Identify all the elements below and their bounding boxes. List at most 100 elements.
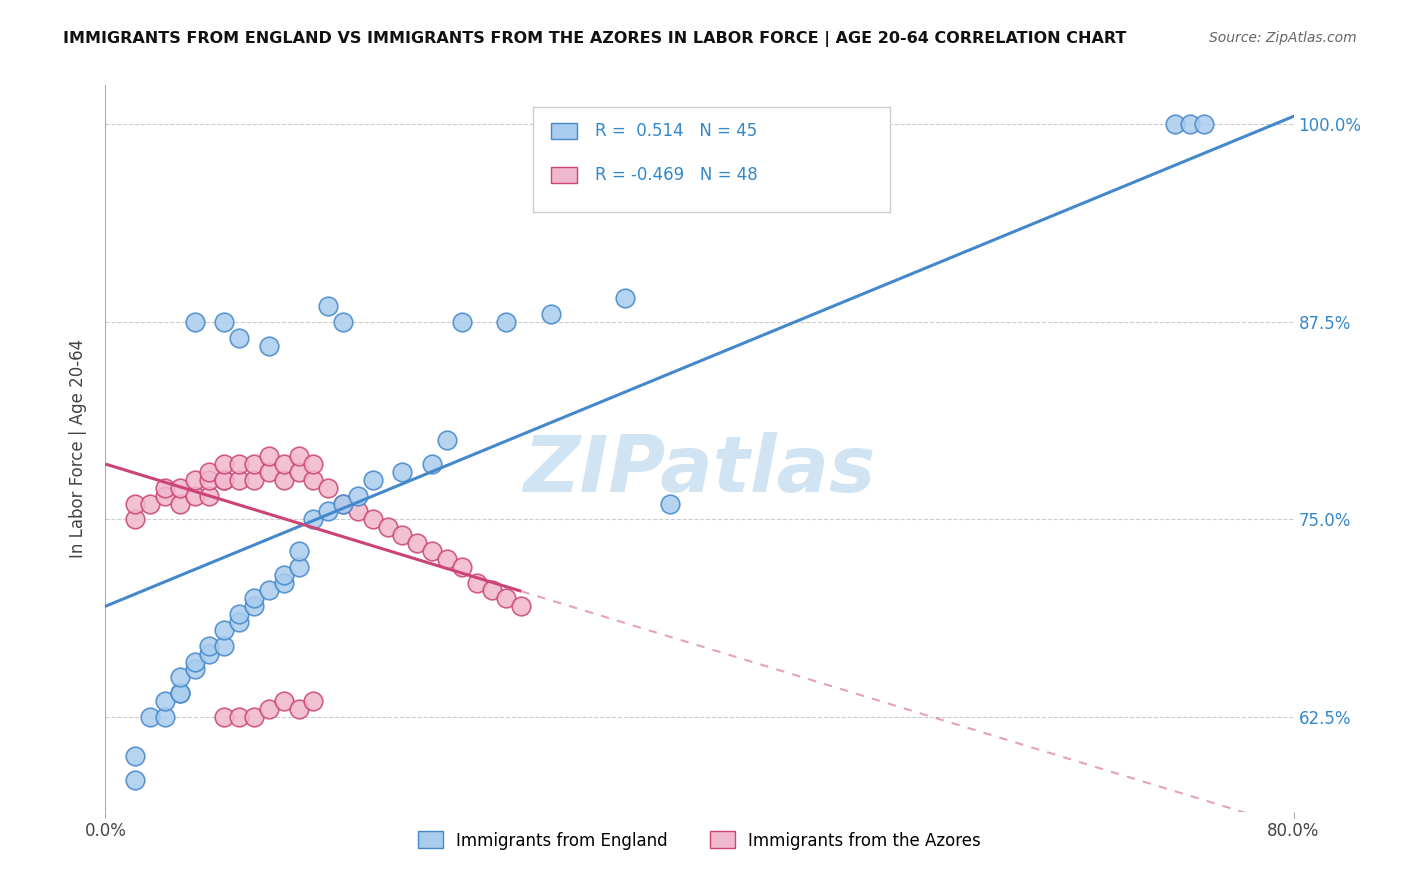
Point <box>124 773 146 788</box>
Point <box>153 710 176 724</box>
Point <box>183 655 205 669</box>
Point <box>124 512 146 526</box>
Text: IMMIGRANTS FROM ENGLAND VS IMMIGRANTS FROM THE AZORES IN LABOR FORCE | AGE 20-64: IMMIGRANTS FROM ENGLAND VS IMMIGRANTS FR… <box>63 31 1126 47</box>
Point <box>198 473 221 487</box>
Point <box>287 449 309 463</box>
Point <box>153 489 176 503</box>
Point <box>198 639 221 653</box>
Point <box>302 694 325 708</box>
Point <box>1164 117 1187 131</box>
Point <box>302 457 325 471</box>
Point <box>347 504 370 518</box>
Bar <box>533 106 890 212</box>
Point <box>332 497 354 511</box>
Point <box>228 473 250 487</box>
Point <box>495 591 517 606</box>
Point <box>391 528 413 542</box>
Point <box>658 497 681 511</box>
Point <box>316 504 339 518</box>
Point <box>214 473 236 487</box>
Point <box>481 583 503 598</box>
Point <box>273 457 295 471</box>
Legend: Immigrants from England, Immigrants from the Azores: Immigrants from England, Immigrants from… <box>409 823 990 858</box>
Point <box>257 702 280 716</box>
Point <box>198 647 221 661</box>
Point <box>302 512 325 526</box>
Point <box>361 473 384 487</box>
Point <box>273 575 295 590</box>
Point <box>420 544 443 558</box>
Point <box>214 623 236 637</box>
Point <box>214 639 236 653</box>
Point <box>183 489 205 503</box>
Point <box>257 465 280 479</box>
Text: ZIPatlas: ZIPatlas <box>523 432 876 508</box>
Point <box>302 473 325 487</box>
Point <box>214 473 236 487</box>
Point <box>406 536 429 550</box>
Bar <box>551 123 576 139</box>
Point <box>169 497 191 511</box>
Point <box>436 434 458 448</box>
Point <box>124 497 146 511</box>
Point <box>169 686 191 700</box>
Point <box>316 481 339 495</box>
Y-axis label: In Labor Force | Age 20-64: In Labor Force | Age 20-64 <box>69 339 87 558</box>
Bar <box>551 167 576 183</box>
Point <box>183 663 205 677</box>
Point <box>228 330 250 344</box>
Point <box>347 489 370 503</box>
Point <box>228 615 250 629</box>
Point <box>450 315 472 329</box>
Point <box>287 702 309 716</box>
Point <box>1178 117 1201 131</box>
Point <box>1194 117 1216 131</box>
Point <box>510 599 533 614</box>
Point <box>243 591 266 606</box>
Point <box>391 465 413 479</box>
Point <box>273 694 295 708</box>
Point <box>214 457 236 471</box>
Point <box>420 457 443 471</box>
Text: Source: ZipAtlas.com: Source: ZipAtlas.com <box>1209 31 1357 45</box>
Text: R =  0.514   N = 45: R = 0.514 N = 45 <box>595 122 758 140</box>
Point <box>243 457 266 471</box>
Point <box>361 512 384 526</box>
Point <box>198 465 221 479</box>
Point <box>332 315 354 329</box>
Point <box>169 670 191 684</box>
Point <box>183 473 205 487</box>
Point <box>287 559 309 574</box>
Point <box>183 315 205 329</box>
Point <box>450 559 472 574</box>
Point <box>169 686 191 700</box>
Point <box>214 315 236 329</box>
Point <box>214 710 236 724</box>
Point <box>332 497 354 511</box>
Point <box>228 457 250 471</box>
Point <box>465 575 488 590</box>
Point <box>495 315 517 329</box>
Point <box>273 567 295 582</box>
Point <box>257 583 280 598</box>
Point <box>228 607 250 622</box>
Point <box>614 291 637 305</box>
Point <box>243 473 266 487</box>
Point <box>377 520 399 534</box>
Point <box>169 481 191 495</box>
Point <box>243 710 266 724</box>
Point <box>316 299 339 313</box>
Point <box>198 489 221 503</box>
Point <box>436 552 458 566</box>
Point <box>243 599 266 614</box>
Point <box>540 307 562 321</box>
Point <box>287 465 309 479</box>
Point <box>139 710 162 724</box>
Point <box>124 749 146 764</box>
Point <box>273 473 295 487</box>
Point <box>287 544 309 558</box>
Point <box>139 497 162 511</box>
Text: R = -0.469   N = 48: R = -0.469 N = 48 <box>595 166 758 184</box>
Point <box>257 449 280 463</box>
Point <box>228 710 250 724</box>
